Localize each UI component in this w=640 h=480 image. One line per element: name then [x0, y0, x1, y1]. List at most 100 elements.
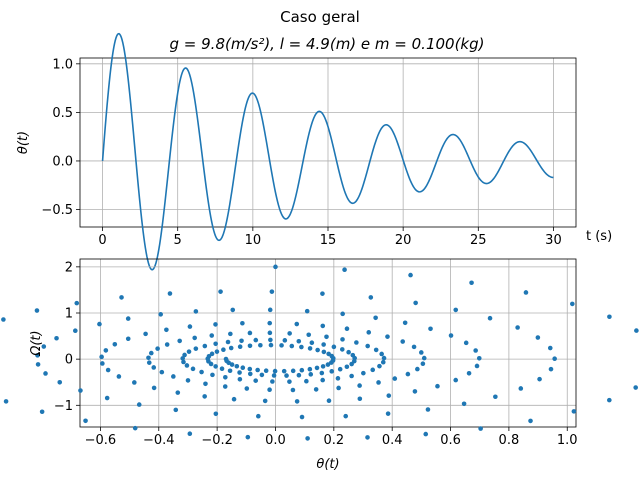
phase-point: [164, 327, 169, 333]
phase-point: [151, 365, 157, 370]
phase-point: [99, 354, 104, 360]
phase-point: [255, 367, 260, 373]
phase-point: [199, 369, 204, 375]
phase-point: [453, 307, 459, 313]
x-tick-label: 1.0: [557, 433, 578, 448]
phase-point: [256, 413, 261, 419]
phase-point: [247, 343, 253, 349]
phase-point: [253, 378, 258, 383]
phase-point: [103, 348, 109, 353]
phase-point: [203, 381, 208, 387]
phase-point: [184, 363, 190, 368]
phase-point: [487, 315, 493, 321]
phase-point: [221, 347, 226, 352]
phase-point: [633, 385, 638, 390]
phase-point: [159, 369, 165, 375]
phase-point: [209, 333, 215, 338]
phase-point: [342, 267, 347, 273]
phase-point: [320, 364, 326, 369]
phase-point: [474, 363, 480, 369]
phase-point: [272, 368, 278, 374]
phase-point: [420, 361, 426, 367]
phase-point: [476, 355, 482, 361]
phase-point: [376, 380, 381, 385]
phase-point: [3, 399, 9, 404]
phase-point: [365, 343, 370, 349]
phase-point: [523, 290, 529, 295]
phase-point: [73, 328, 78, 334]
phase-point: [461, 401, 467, 407]
x-tick-label: 30: [545, 233, 562, 248]
phase-point: [321, 349, 327, 355]
phase-point: [237, 344, 243, 350]
phase-point: [182, 352, 187, 358]
phase-point: [337, 366, 343, 372]
theta-series-line: [101, 32, 554, 271]
phase-point: [210, 372, 215, 378]
axes-frame: [79, 258, 577, 428]
phase-point: [136, 402, 142, 407]
phase-point: [435, 383, 440, 389]
phase-point: [552, 356, 557, 362]
phase-point: [218, 289, 223, 294]
phase-point: [412, 389, 418, 394]
phase-point: [361, 370, 366, 376]
phase-point: [175, 390, 181, 395]
phase-point: [448, 333, 454, 338]
phase-point: [148, 350, 154, 356]
phase-point: [340, 311, 345, 317]
phase-point: [469, 280, 474, 286]
phase-point: [400, 339, 406, 344]
phase-point: [43, 371, 48, 376]
phase-point: [346, 349, 351, 355]
phase-point: [219, 366, 225, 372]
phase-point: [119, 295, 124, 300]
phase-point: [294, 399, 300, 404]
phase-point: [35, 362, 41, 367]
phase-point: [478, 426, 483, 431]
phase-point: [267, 320, 273, 326]
phase-point: [39, 409, 45, 415]
phase-point: [230, 307, 236, 313]
phase-point: [177, 338, 182, 344]
phase-point: [171, 374, 176, 379]
phase-point: [273, 264, 278, 270]
phase-point: [247, 366, 253, 372]
phase-point: [335, 376, 341, 381]
x-axis-label: t (s): [586, 229, 612, 244]
phase-portrait-axes: −0.6 −0.4 −0.2 0.0 0.2 0.4 0.6 0.8 1.0 −1 0 1 2 Ω(t) θ…: [1, 258, 639, 472]
phase-point: [259, 372, 265, 378]
phase-point: [547, 345, 553, 351]
phase-point: [365, 435, 370, 440]
phase-point: [321, 342, 326, 347]
phase-point: [269, 289, 275, 294]
phase-point: [234, 363, 240, 369]
phase-point: [181, 359, 186, 365]
axes-frame: [79, 57, 577, 228]
phase-point: [354, 340, 359, 345]
phase-point: [314, 365, 320, 371]
phase-point: [146, 360, 152, 365]
phase-point: [306, 332, 312, 338]
phase-point: [225, 339, 231, 345]
phase-point: [104, 395, 110, 401]
phase-point: [336, 385, 341, 391]
phase-point: [425, 407, 431, 412]
phase-point: [228, 331, 233, 337]
phase-point: [392, 376, 398, 381]
phase-point: [366, 330, 372, 335]
phase-point: [634, 328, 639, 333]
phase-point: [324, 334, 329, 340]
phase-point: [206, 353, 212, 359]
phase-point: [279, 343, 284, 348]
phase-point: [268, 337, 273, 343]
phase-point: [370, 367, 376, 373]
phase-point: [307, 346, 313, 351]
phase-point: [74, 300, 80, 306]
phase-point: [263, 368, 269, 374]
y-tick-label: 0.5: [52, 106, 73, 121]
phase-point: [282, 338, 288, 343]
phase-point: [240, 320, 245, 326]
phase-point: [258, 342, 263, 348]
phase-point: [423, 431, 429, 437]
